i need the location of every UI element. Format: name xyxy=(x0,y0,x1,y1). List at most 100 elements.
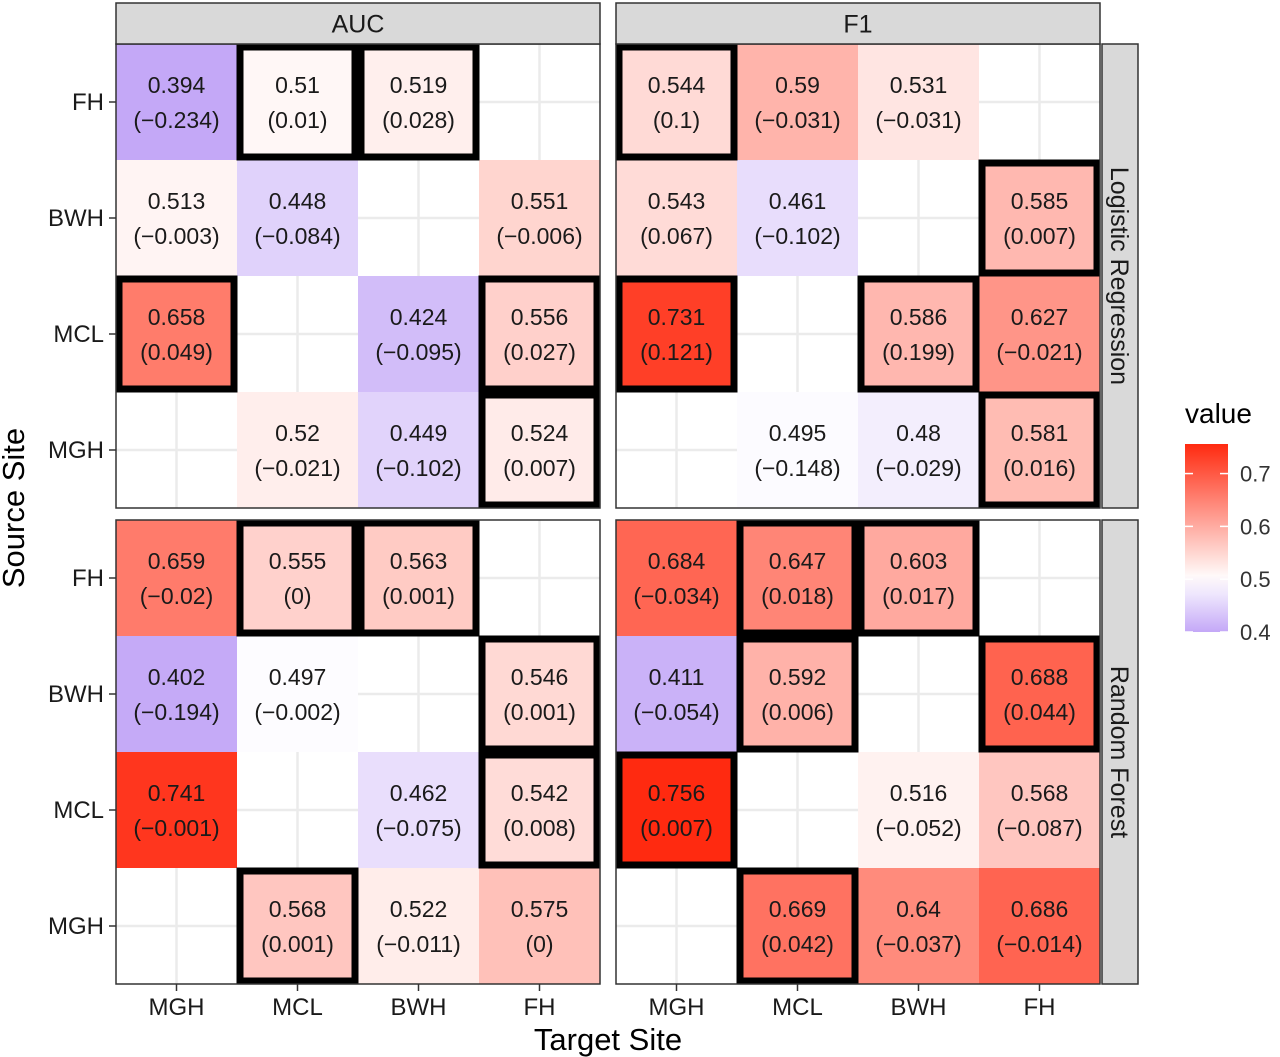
strip-label: AUC xyxy=(332,11,385,39)
data-label-delta: (−0.052) xyxy=(875,815,961,841)
strip-background xyxy=(615,2,1101,45)
data-label-value: 0.741 xyxy=(148,780,206,806)
heatmap-tile xyxy=(616,276,737,392)
heatmap-tile xyxy=(479,752,600,868)
highlight-border xyxy=(736,519,859,637)
data-label-delta: (−0.011) xyxy=(376,931,461,957)
data-label-delta: (0.1) xyxy=(653,107,700,133)
y-tick-label: FH xyxy=(72,565,104,592)
data-label-value: 0.544 xyxy=(648,72,706,98)
legend-title: value xyxy=(1185,398,1252,429)
y-tick-label: MCL xyxy=(53,321,104,348)
data-label-value: 0.64 xyxy=(896,896,941,922)
data-label-value: 0.563 xyxy=(390,548,448,574)
data-label-delta: (−0.014) xyxy=(996,931,1082,957)
heatmap-tile xyxy=(237,392,358,508)
heatmap-tile xyxy=(479,276,600,392)
data-label-value: 0.556 xyxy=(511,304,569,330)
strip-label: Random Forest xyxy=(1105,666,1133,838)
data-label-delta: (0) xyxy=(525,931,553,957)
heatmap-tile xyxy=(358,520,479,636)
data-label-delta: (−0.001) xyxy=(133,815,219,841)
data-label-value: 0.497 xyxy=(269,664,327,690)
data-label-delta: (0.001) xyxy=(261,931,334,957)
data-label-delta: (0.008) xyxy=(503,815,576,841)
panel-border xyxy=(115,519,601,985)
highlight-border xyxy=(736,867,859,985)
heatmap-tile xyxy=(616,752,737,868)
data-label-value: 0.546 xyxy=(511,664,569,690)
data-label-delta: (0.017) xyxy=(882,583,955,609)
data-label-value: 0.449 xyxy=(390,420,448,446)
strip-auc: AUC xyxy=(115,2,601,45)
heatmap-tile xyxy=(616,44,737,160)
heatmap-tile xyxy=(358,752,479,868)
heatmap-tile xyxy=(237,868,358,984)
data-label-delta: (0.044) xyxy=(1003,699,1076,725)
panel-f1-logistic-regression: 0.544 (0.1) 0.59 (−0.031) 0.531 (−0.031) 0.543… xyxy=(615,43,1101,509)
heatmap-tile xyxy=(858,520,979,636)
x-tick-label: BWH xyxy=(891,994,947,1021)
data-label-value: 0.551 xyxy=(511,188,569,214)
heatmap-tile xyxy=(237,44,358,160)
panel-f1-random-forest: 0.684 (−0.034) 0.647 (0.018) 0.603 (0.017) 0.4… xyxy=(615,519,1101,985)
strip-label: Logistic Regression xyxy=(1105,167,1133,385)
data-label-value: 0.448 xyxy=(269,188,327,214)
heatmap-tile xyxy=(479,392,600,508)
data-label-delta: (0.007) xyxy=(640,815,713,841)
data-label-value: 0.731 xyxy=(648,304,706,330)
heatmap-tile xyxy=(237,160,358,276)
data-label-delta: (0.016) xyxy=(1003,455,1076,481)
data-label-delta: (−0.194) xyxy=(133,699,219,725)
strip-logistic-regression: Logistic Regression xyxy=(1101,43,1139,509)
data-label-value: 0.627 xyxy=(1011,304,1069,330)
highlight-border xyxy=(115,275,238,393)
data-label-delta: (0.042) xyxy=(761,931,834,957)
highlight-border xyxy=(857,275,980,393)
data-label-delta: (−0.021) xyxy=(254,455,340,481)
data-label-value: 0.52 xyxy=(275,420,320,446)
highlight-border xyxy=(478,391,601,509)
data-label-value: 0.581 xyxy=(1011,420,1069,446)
data-label-delta: (−0.102) xyxy=(754,223,840,249)
data-label-delta: (−0.021) xyxy=(996,339,1082,365)
data-label-value: 0.658 xyxy=(148,304,206,330)
y-tick-label: MGH xyxy=(48,913,104,940)
x-tick-label: BWH xyxy=(391,994,447,1021)
data-label-value: 0.647 xyxy=(769,548,827,574)
data-label-delta: (0.001) xyxy=(382,583,455,609)
heatmap-tile xyxy=(858,868,979,984)
data-label-delta: (−0.034) xyxy=(633,583,719,609)
data-label-value: 0.568 xyxy=(1011,780,1069,806)
data-label-value: 0.495 xyxy=(769,420,827,446)
heatmap-tile xyxy=(116,520,237,636)
highlight-border xyxy=(736,635,859,753)
data-label-value: 0.51 xyxy=(275,72,320,98)
heatmap-tile xyxy=(358,276,479,392)
data-label-value: 0.575 xyxy=(511,896,569,922)
data-label-value: 0.424 xyxy=(390,304,448,330)
highlight-border xyxy=(236,519,359,637)
legend-tick-label: 0.5 xyxy=(1240,567,1271,592)
heatmap-tile xyxy=(858,392,979,508)
strip-label: F1 xyxy=(843,11,872,39)
y-axis-title: Source Site xyxy=(0,428,31,588)
heatmap-tile xyxy=(358,868,479,984)
data-label-value: 0.669 xyxy=(769,896,827,922)
data-label-value: 0.756 xyxy=(648,780,706,806)
data-label-value: 0.524 xyxy=(511,420,569,446)
data-label-value: 0.586 xyxy=(890,304,948,330)
legend-colorbar xyxy=(1185,444,1228,632)
highlight-border xyxy=(978,635,1101,753)
strip-f1: F1 xyxy=(615,2,1101,45)
data-label-delta: (0.018) xyxy=(761,583,834,609)
heatmap-tile xyxy=(858,276,979,392)
legend-tick-label: 0.7 xyxy=(1240,462,1271,487)
x-tick-label: MGH xyxy=(649,994,705,1021)
data-label-value: 0.603 xyxy=(890,548,948,574)
heatmap-tile xyxy=(616,160,737,276)
data-label-delta: (−0.029) xyxy=(875,455,961,481)
heatmap-tile xyxy=(737,636,858,752)
x-tick-label: FH xyxy=(1024,994,1056,1021)
data-label-delta: (0) xyxy=(283,583,311,609)
